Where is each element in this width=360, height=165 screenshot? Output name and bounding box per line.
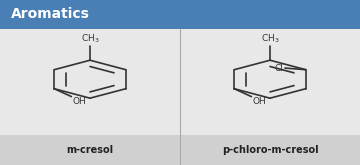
Text: CH$_3$: CH$_3$ [261, 32, 279, 45]
Text: p-chloro-m-cresol: p-chloro-m-cresol [222, 145, 318, 155]
Text: Aromatics: Aromatics [11, 7, 90, 21]
Text: OH: OH [73, 97, 87, 106]
Text: OH: OH [253, 97, 267, 106]
FancyBboxPatch shape [0, 29, 360, 165]
Text: m-cresol: m-cresol [67, 145, 113, 155]
Text: CH$_3$: CH$_3$ [81, 32, 99, 45]
Text: Cl: Cl [275, 64, 284, 73]
FancyBboxPatch shape [0, 135, 360, 165]
FancyBboxPatch shape [0, 0, 360, 29]
